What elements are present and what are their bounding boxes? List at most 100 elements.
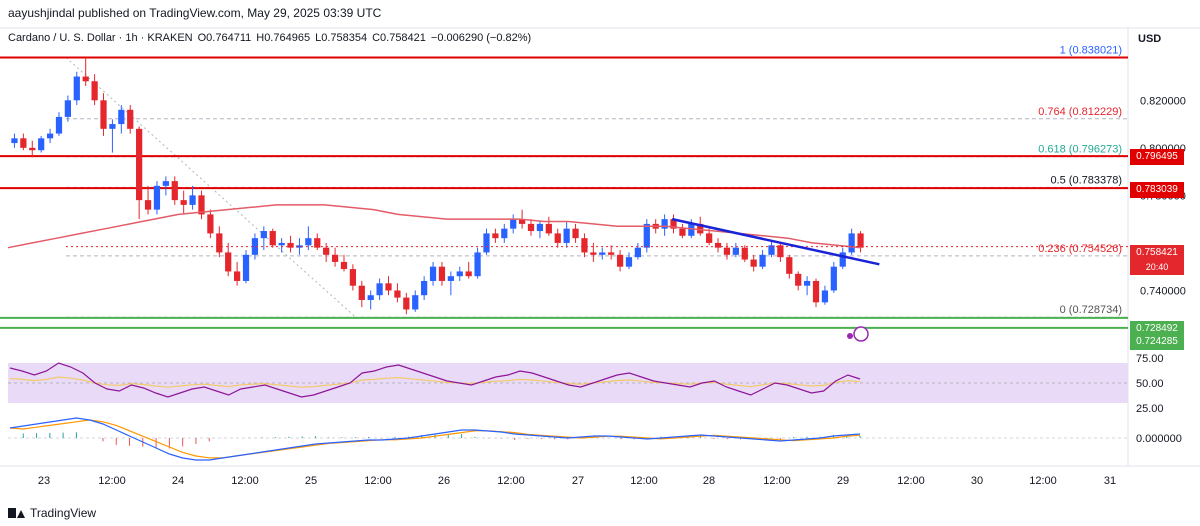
candle-body: [438, 266, 446, 281]
candle-body: [670, 219, 677, 229]
candle-body: [821, 290, 829, 303]
candle-body: [483, 233, 490, 253]
time-tick-label: 12:00: [497, 475, 525, 487]
candle-body: [501, 228, 508, 239]
candle-body: [812, 280, 820, 303]
rsi-tick-label: 25.00: [1136, 403, 1164, 415]
candle-body: [367, 295, 374, 300]
candle-body: [634, 247, 642, 258]
time-tick-label: 12:00: [231, 475, 259, 487]
candle-body: [688, 223, 695, 236]
candle-body: [527, 223, 535, 232]
candle-body: [82, 76, 89, 82]
time-tick-label: 12:00: [1029, 475, 1057, 487]
candle-body: [225, 252, 232, 272]
candle-body: [492, 233, 499, 239]
candle-body: [429, 266, 437, 281]
ohlc-change: −0.006290 (−0.82%): [430, 32, 532, 44]
macd-line: [9, 417, 861, 461]
candle-body: [207, 214, 214, 234]
candle-body: [759, 254, 766, 267]
bearish-trendline[interactable]: [671, 217, 880, 266]
ohlc-high: H0.764965: [256, 32, 311, 44]
candle-body: [109, 124, 116, 129]
tradingview-brand[interactable]: TradingView: [8, 506, 96, 520]
candle-body: [732, 247, 739, 255]
candle-body: [786, 257, 793, 274]
red-lower-price-label: 0.783039: [1130, 182, 1184, 198]
time-tick-label: 24: [172, 475, 184, 487]
time-tick-label: 12:00: [897, 475, 925, 487]
rsi-line: [9, 362, 861, 398]
time-tick-label: 30: [971, 475, 983, 487]
candle-body: [296, 245, 303, 248]
candle-body: [518, 219, 526, 224]
price-tick-label: 0.740000: [1140, 285, 1186, 297]
fib-level-label: 0.236 (0.754526): [1038, 243, 1122, 255]
time-tick-label: 26: [438, 475, 450, 487]
candle-body: [305, 238, 312, 246]
time-tick-label: 25: [305, 475, 317, 487]
candle-body: [643, 223, 650, 248]
candle-body: [403, 297, 410, 310]
alert-icon[interactable]: [853, 326, 869, 342]
ohlc-close: C0.758421: [372, 32, 426, 44]
macd-tick-label: 0.000000: [1136, 433, 1182, 445]
candle-body: [136, 128, 143, 201]
price-tick-label: 0.820000: [1140, 95, 1186, 107]
fib-level-label: 0 (0.728734): [1060, 304, 1122, 316]
candle-body: [144, 200, 152, 210]
candle-body: [287, 242, 294, 248]
candle-body: [153, 185, 161, 210]
candle-body: [55, 116, 63, 134]
candle-body: [714, 242, 722, 248]
time-tick-label: 23: [38, 475, 50, 487]
time-tick-label: 28: [703, 475, 715, 487]
tradingview-brand-text: TradingView: [30, 506, 97, 520]
rsi-tick-label: 75.00: [1136, 353, 1164, 365]
time-tick-label: 12:00: [763, 475, 791, 487]
candle-body: [750, 259, 757, 267]
candle-body: [625, 257, 633, 267]
time-tick-label: 27: [572, 475, 584, 487]
candle-body: [118, 109, 125, 125]
time-tick-label: 12:00: [630, 475, 658, 487]
candle-body: [545, 223, 552, 234]
candle-body: [278, 242, 285, 246]
candle-body: [100, 100, 107, 129]
candle-body: [456, 271, 463, 277]
candle-body: [857, 233, 864, 248]
candle-body: [447, 276, 454, 281]
candle-body: [572, 228, 579, 239]
candle-body: [563, 228, 570, 243]
candle-body: [162, 181, 169, 186]
candle-body: [803, 280, 811, 286]
tradingview-logo-icon: [8, 508, 26, 518]
candle-body: [590, 252, 597, 255]
candle-body: [848, 233, 855, 253]
alert-marker-icon: [847, 333, 853, 339]
candle-body: [510, 219, 517, 229]
candle-body: [358, 285, 365, 300]
candle-body: [697, 223, 704, 234]
countdown-label: 20:40: [1130, 259, 1184, 275]
symbol-header: Cardano / U. S. Dollar · 1h · KRAKEN O0.…: [8, 32, 531, 44]
candle-body: [340, 261, 348, 270]
candle-body: [91, 81, 98, 101]
symbol-title[interactable]: Cardano / U. S. Dollar · 1h · KRAKEN: [8, 32, 193, 44]
candle-body: [723, 247, 731, 255]
candle-body: [198, 195, 205, 215]
candle-body: [127, 109, 134, 129]
time-tick-label: 12:00: [98, 475, 126, 487]
candle-body: [839, 252, 846, 267]
candle-body: [394, 290, 401, 298]
publisher-caption: aayushjindal published on TradingView.co…: [8, 6, 382, 20]
time-tick-label: 12:00: [364, 475, 392, 487]
candle-body: [38, 138, 45, 151]
macd-signal-line: [9, 419, 861, 459]
fib-level-label: 0.5 (0.783378): [1050, 174, 1122, 186]
candle-body: [768, 245, 775, 255]
candle-body: [661, 219, 668, 229]
currency-label[interactable]: USD: [1138, 33, 1162, 45]
